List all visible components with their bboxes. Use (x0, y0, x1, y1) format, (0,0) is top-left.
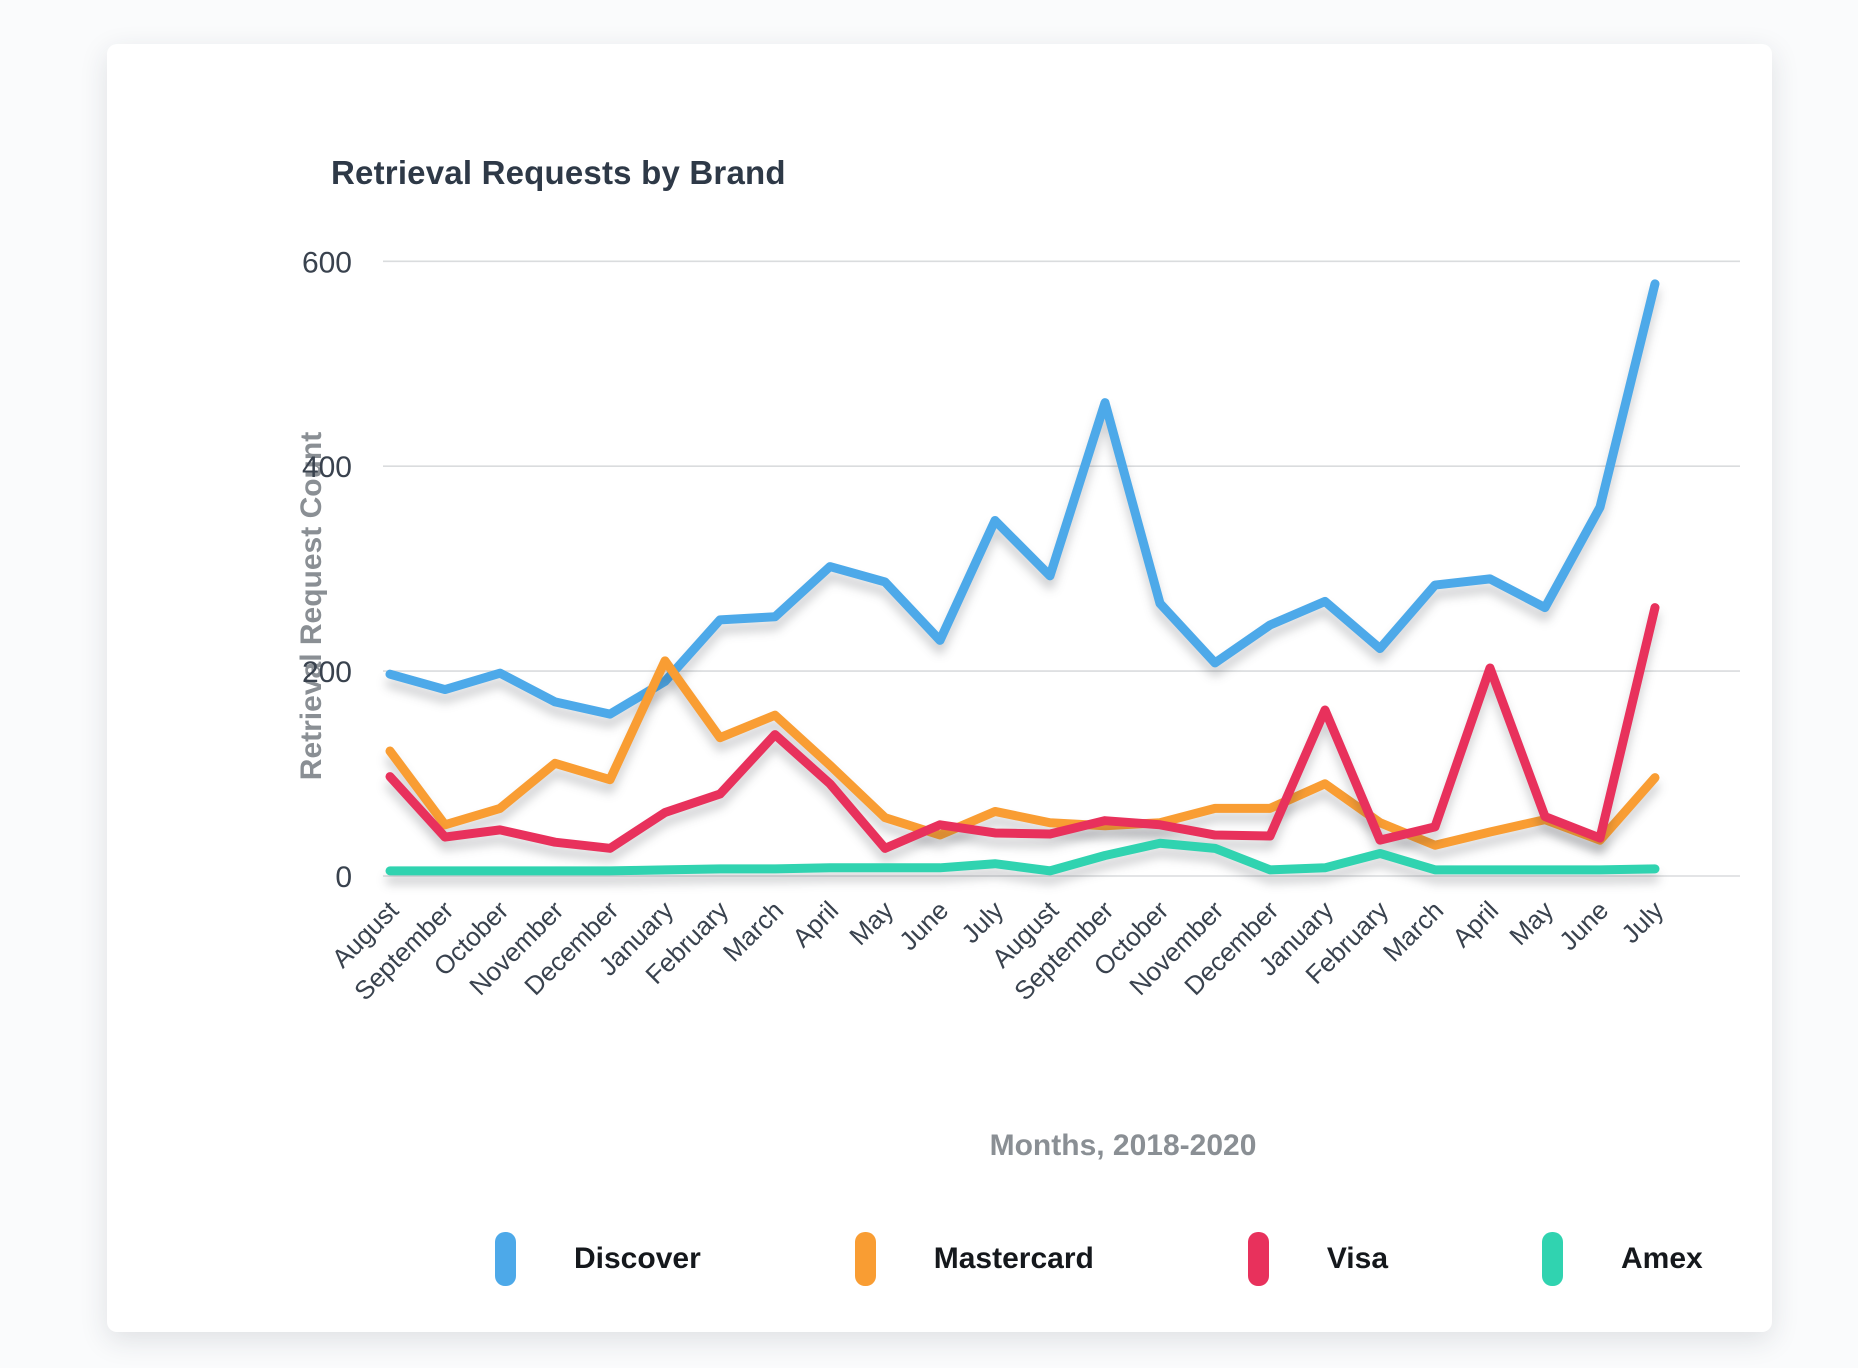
legend-item-discover[interactable]: Discover (495, 1232, 701, 1286)
y-axis-title: Retrieval Request Count (295, 431, 328, 781)
legend-item-amex[interactable]: Amex (1542, 1232, 1703, 1286)
legend-label-mastercard: Mastercard (933, 1242, 1094, 1275)
legend: Discover Mastercard Visa Amex (495, 1232, 1703, 1286)
legend-swatch-discover (495, 1232, 516, 1286)
x-axis-title: Months, 2018-2020 (989, 1129, 1257, 1162)
legend-label-visa: Visa (1326, 1242, 1388, 1275)
legend-label-amex: Amex (1621, 1242, 1703, 1275)
legend-label-discover: Discover (574, 1242, 701, 1275)
legend-item-mastercard[interactable]: Mastercard (854, 1232, 1094, 1286)
legend-swatch-mastercard (854, 1232, 876, 1286)
legend-swatch-amex (1542, 1232, 1563, 1286)
chart-card: Retrieval Requests by Brand Retrieval Re… (107, 44, 1772, 1332)
legend-item-visa[interactable]: Visa (1247, 1232, 1388, 1286)
legend-swatch-visa (1247, 1232, 1269, 1286)
chart-title: Retrieval Requests by Brand (331, 154, 786, 191)
